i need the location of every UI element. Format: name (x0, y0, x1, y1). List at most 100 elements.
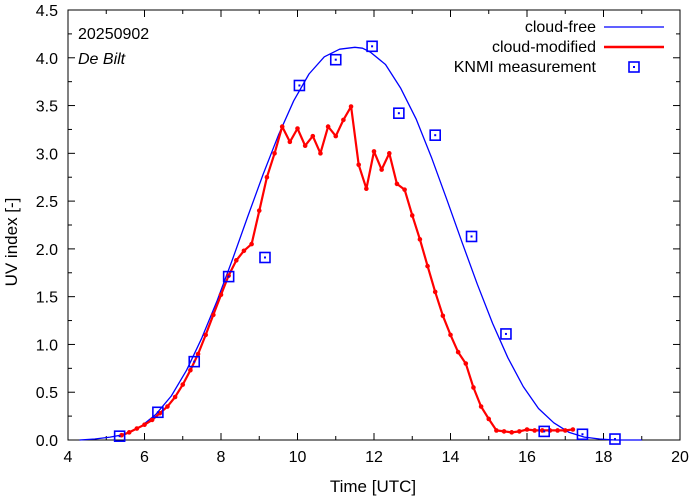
cloud-modified-point (440, 313, 446, 319)
knmi-measurement-point (393, 107, 405, 119)
cloud-modified-point (409, 213, 415, 218)
cloud-modified-point (256, 208, 262, 213)
knmi-measurement-point-dot (371, 45, 374, 48)
cloud-modified-point (241, 248, 247, 254)
cloud-modified-point (387, 151, 392, 156)
cloud-modified-point (218, 292, 224, 298)
series-line-cloud-free (79, 46, 642, 441)
knmi-measurement-point (293, 79, 306, 92)
cloud-modified-point (402, 187, 407, 192)
cloud-modified-point (463, 361, 469, 366)
cloud-modified-point (211, 312, 216, 318)
legend-swatch-knmi-measurement (628, 61, 640, 73)
knmi-measurement-point-dot (156, 411, 159, 414)
cloud-modified-point (295, 126, 300, 131)
x-tick-label: 18 (595, 449, 613, 466)
knmi-measurement-point-dot (470, 235, 473, 238)
cloud-modified-point (325, 124, 331, 129)
cloud-modified-point (486, 416, 492, 422)
cloud-modified-point (509, 430, 514, 435)
date-annotation: 20250902 (78, 26, 149, 43)
cloud-modified-point (302, 143, 308, 148)
cloud-modified-point (425, 263, 430, 269)
legend-label-cloud-free: cloud-free (525, 19, 596, 36)
cloud-modified-point (417, 237, 423, 242)
knmi-measurement-point (329, 53, 342, 66)
knmi-measurement-point-dot (581, 433, 584, 436)
knmi-measurement-point-dot (263, 256, 266, 259)
y-tick-label: 1.5 (36, 290, 58, 307)
cloud-modified-point (180, 382, 186, 387)
y-axis-title: UV index [-] (2, 198, 21, 287)
cloud-modified-point (562, 428, 568, 433)
x-tick-label: 16 (518, 449, 536, 466)
x-tick-label: 10 (289, 449, 307, 466)
cloud-modified-point (517, 429, 522, 434)
cloud-modified-point (279, 124, 285, 129)
cloud-modified-point (287, 139, 293, 145)
series-line-cloud-modified (121, 105, 574, 437)
cloud-modified-point (165, 404, 170, 409)
cloud-modified-point (203, 332, 208, 338)
knmi-measurement-point-dot (504, 332, 507, 335)
knmi-measurement-point (113, 430, 126, 442)
knmi-measurement-point (609, 433, 621, 445)
cloud-modified-point (195, 351, 201, 357)
cloud-modified-point (432, 289, 438, 295)
cloud-modified-point (455, 349, 461, 355)
knmi-measurement-point-dot (543, 430, 546, 433)
cloud-modified-point (310, 133, 316, 139)
knmi-measurement-point (465, 230, 478, 243)
knmi-measurement-point (538, 425, 551, 438)
y-tick-label: 4.5 (36, 3, 58, 20)
cloud-modified-point (264, 174, 270, 180)
legend-swatch-knmi-dot (633, 66, 635, 68)
knmi-measurement-point-dot (613, 438, 616, 441)
knmi-measurement-point-dot (434, 134, 437, 137)
y-tick-label: 1.0 (36, 337, 58, 354)
y-tick-label: 4.0 (36, 51, 58, 68)
cloud-modified-point (471, 385, 476, 390)
knmi-measurement-point (429, 129, 442, 141)
cloud-modified-point (348, 104, 354, 109)
cloud-modified-point (172, 394, 178, 400)
knmi-measurement-point (366, 40, 378, 53)
y-tick-label: 2.5 (36, 194, 58, 211)
cloud-modified-point (448, 332, 453, 338)
cloud-modified-point (272, 151, 277, 156)
knmi-measurement-point (152, 406, 164, 419)
legend: cloud-free cloud-modified KNMI measureme… (454, 19, 664, 76)
y-tick-label: 0.5 (36, 385, 58, 402)
cloud-modified-point (478, 404, 484, 409)
knmi-measurement-point-dot (193, 360, 196, 363)
knmi-measurement-point (576, 428, 589, 441)
knmi-measurement-point-dot (118, 435, 121, 438)
cloud-modified-point (126, 430, 132, 435)
y-tick-label: 3.0 (36, 146, 58, 163)
station-annotation: De Bilt (78, 51, 126, 68)
x-tick-label: 8 (217, 449, 226, 466)
series-layer (79, 40, 642, 445)
knmi-measurement-point (222, 270, 235, 283)
axis-layer: 4 6 8 10 12 14 16 18 20 0.0 0.5 1.0 1.5 2.0 2.5 3.0 3.5 4… (36, 3, 689, 466)
knmi-measurement-point-dot (298, 84, 301, 87)
y-tick-label: 3.5 (36, 99, 58, 116)
legend-label-knmi-measurement: KNMI measurement (454, 59, 597, 76)
cloud-modified-point (142, 422, 147, 428)
cloud-modified-point (364, 186, 369, 191)
cloud-modified-point (341, 117, 346, 123)
x-tick-label: 6 (140, 449, 149, 466)
cloud-modified-point (394, 181, 400, 187)
cloud-modified-point (524, 427, 530, 432)
cloud-modified-point (318, 151, 323, 156)
cloud-modified-point (379, 167, 384, 172)
knmi-measurement-point-dot (227, 275, 230, 278)
cloud-modified-point (532, 428, 537, 433)
knmi-measurement-point (500, 328, 512, 340)
cloud-modified-point (501, 429, 507, 434)
knmi-measurement-point-dot (334, 58, 337, 61)
cloud-modified-point (249, 241, 254, 247)
x-axis-title: Time [UTC] (330, 477, 416, 496)
cloud-modified-point (149, 417, 155, 423)
